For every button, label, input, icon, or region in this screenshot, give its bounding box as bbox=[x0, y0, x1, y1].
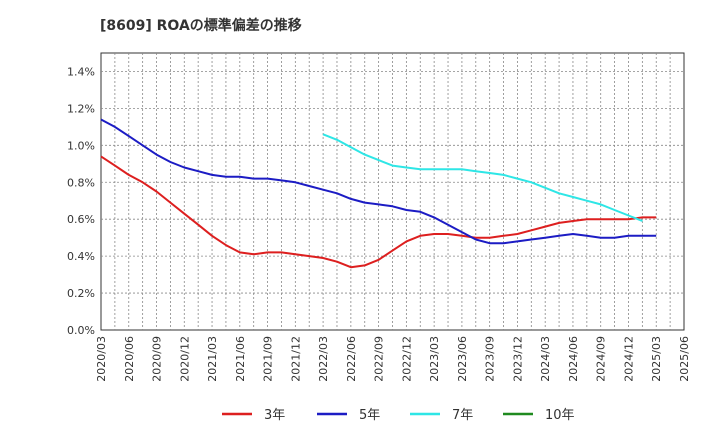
y-tick-label: 0.6% bbox=[67, 213, 95, 226]
series-line bbox=[100, 155, 657, 269]
x-tick-label: 2022/09 bbox=[373, 336, 386, 382]
chart-title: [8609] ROAの標準偏差の推移 bbox=[100, 17, 302, 34]
x-tick-label: 2021/09 bbox=[262, 336, 275, 382]
legend-label: 7年 bbox=[452, 408, 473, 423]
x-tick-label: 2021/12 bbox=[289, 336, 302, 382]
legend-label: 3年 bbox=[264, 408, 285, 423]
x-tick-label: 2020/06 bbox=[123, 336, 136, 382]
x-tick-label: 2021/06 bbox=[234, 336, 247, 382]
x-tick-label: 2024/09 bbox=[595, 336, 608, 382]
x-tick-label: 2021/03 bbox=[206, 336, 219, 382]
y-tick-label: 0.2% bbox=[67, 287, 95, 300]
y-tick-label: 1.0% bbox=[67, 139, 95, 152]
y-axis-tick-labels: 0.0% 0.2% 0.4% 0.6% 0.8% 1.0% 1.2% 1.4% bbox=[67, 65, 95, 337]
series-lines bbox=[100, 118, 657, 269]
x-tick-label: 2023/12 bbox=[511, 336, 524, 382]
y-tick-label: 0.8% bbox=[67, 176, 95, 189]
x-tick-label: 2020/12 bbox=[178, 336, 191, 382]
series-line bbox=[100, 118, 657, 245]
x-tick-label: 2025/06 bbox=[678, 336, 691, 382]
x-tick-label: 2024/12 bbox=[622, 336, 635, 382]
x-tick-label: 2024/06 bbox=[567, 336, 580, 382]
y-tick-label: 1.4% bbox=[67, 65, 95, 78]
x-tick-label: 2022/03 bbox=[317, 336, 330, 382]
x-tick-label: 2023/03 bbox=[428, 336, 441, 382]
x-tick-label: 2025/03 bbox=[650, 336, 663, 382]
legend-label: 10年 bbox=[545, 408, 575, 423]
plot-area bbox=[100, 52, 685, 331]
legend-label: 5年 bbox=[359, 408, 380, 423]
x-tick-label: 2020/03 bbox=[95, 336, 108, 382]
x-tick-label: 2022/12 bbox=[400, 336, 413, 382]
x-tick-label: 2022/06 bbox=[345, 336, 358, 382]
series-line bbox=[322, 133, 643, 222]
x-axis-tick-labels: 2020/03 2020/06 2020/09 2020/12 2021/03 2021/… bbox=[95, 336, 691, 382]
x-tick-label: 2020/09 bbox=[151, 336, 164, 382]
x-tick-label: 2024/03 bbox=[539, 336, 552, 382]
x-tick-label: 2023/06 bbox=[456, 336, 469, 382]
y-tick-label: 0.0% bbox=[67, 324, 95, 337]
y-tick-label: 0.4% bbox=[67, 250, 95, 263]
y-tick-label: 1.2% bbox=[67, 102, 95, 115]
legend: 3年 5年 7年 10年 bbox=[222, 408, 575, 423]
x-tick-label: 2023/09 bbox=[484, 336, 497, 382]
